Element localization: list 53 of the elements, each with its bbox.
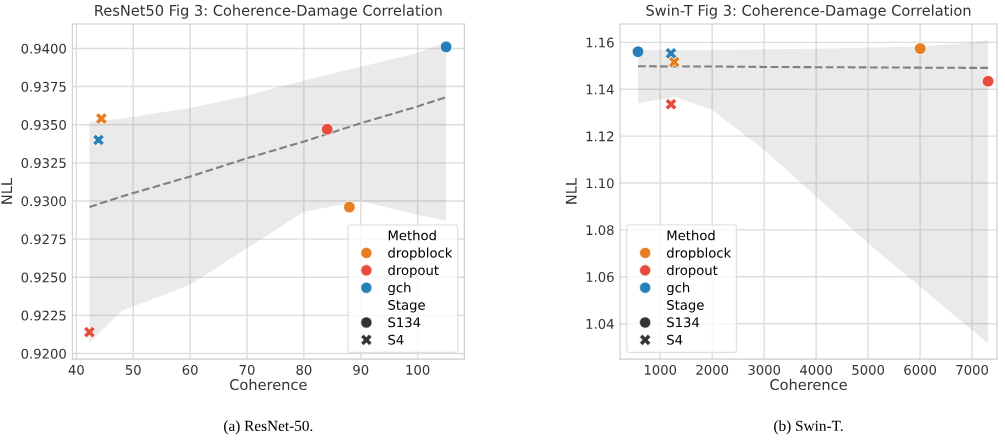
legend-label: S134 — [667, 317, 700, 328]
line-series — [88, 96, 448, 209]
x-tick-label: 40 — [68, 364, 84, 375]
x-tick-label: 5000 — [852, 364, 885, 375]
y-tick-label: 1.14 — [586, 84, 614, 95]
legend-label: dropout — [388, 264, 439, 278]
text: (a) ResNet-50. — [224, 420, 313, 435]
y-tick-label: 1.04 — [586, 318, 614, 329]
x-tick-label: 60 — [182, 364, 198, 375]
legend-label: gch — [666, 282, 690, 296]
y-tick-label: 0.9375 — [21, 81, 66, 92]
text: Stage — [667, 299, 704, 313]
y-tick-label: 0.9275 — [21, 234, 66, 245]
x-tick-label: 3000 — [748, 364, 781, 375]
y-tick-label: 1.16 — [586, 37, 614, 48]
legend-label: S4 — [388, 334, 404, 345]
y-tick-label: 0.9400 — [21, 43, 66, 54]
y-tick-label: 0.9350 — [21, 119, 66, 130]
legend-label: gch — [388, 282, 411, 296]
y-tick-label: 1.12 — [586, 131, 614, 142]
y-tick-label: 1.10 — [586, 178, 614, 189]
chart-title: ResNet50 Fig 3: Coherence-Damage Correlation — [95, 4, 442, 19]
x-tick-label: 50 — [125, 364, 141, 375]
x-axis-title: Coherence — [230, 378, 307, 391]
x-tick-label: 4000 — [800, 364, 833, 375]
legend-label: dropblock — [388, 247, 453, 261]
y-axis-title: NLL — [1, 178, 13, 204]
y-tick-label: 0.9325 — [21, 158, 66, 169]
x-tick-label: 70 — [239, 364, 255, 375]
x-tick-label: 1000 — [644, 364, 677, 375]
x-axis-title: Coherence — [770, 378, 847, 391]
y-tick-label: 0.9300 — [21, 196, 66, 207]
legend-label: S4 — [667, 334, 683, 345]
text: (b) Swin-T. — [774, 420, 843, 435]
x-tick-label: 100 — [406, 364, 430, 375]
text: Method — [667, 230, 715, 241]
text: Method — [388, 230, 436, 241]
legend-label: S134 — [388, 317, 421, 328]
legend-label: dropblock — [666, 247, 732, 261]
legend-label: dropout — [666, 264, 718, 278]
x-tick-label: 2000 — [696, 364, 729, 375]
y-tick-label: 0.9225 — [21, 310, 66, 321]
y-tick-label: 1.06 — [586, 272, 614, 283]
text: Stage — [388, 299, 425, 313]
y-tick-label: 0.9250 — [21, 272, 66, 283]
x-tick-label: 7000 — [956, 364, 989, 375]
chart-title: Swin-T Fig 3: Coherence-Damage Correlation — [646, 4, 971, 19]
x-tick-label: 80 — [296, 364, 312, 375]
y-tick-label: 0.9200 — [21, 348, 66, 359]
x-tick-label: 90 — [353, 364, 369, 375]
y-tick-label: 1.08 — [586, 225, 614, 236]
x-tick-label: 6000 — [904, 364, 937, 375]
y-axis-title: NLL — [565, 178, 577, 204]
